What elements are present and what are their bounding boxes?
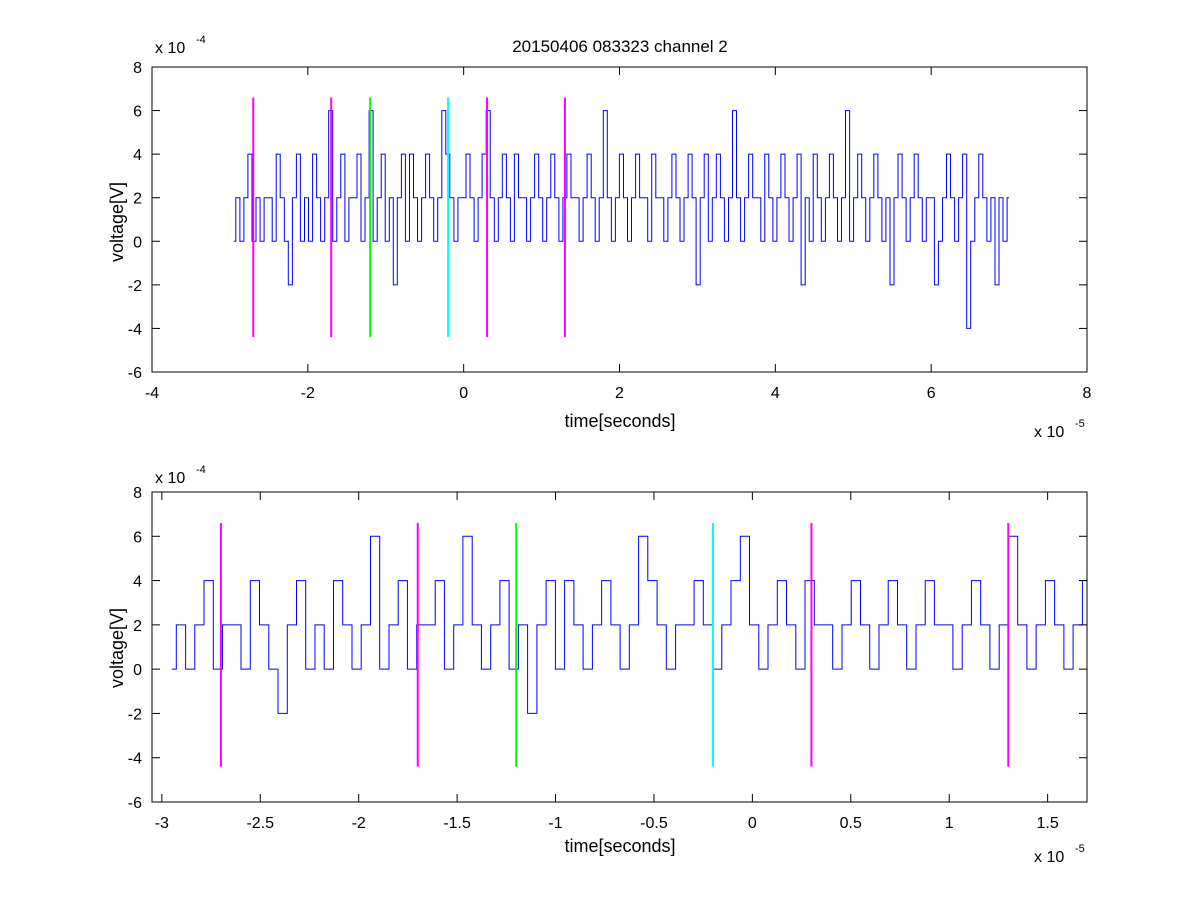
x-axis-label: time[seconds] [564, 836, 675, 856]
y-tick-label: 2 [133, 191, 142, 208]
y-axis-label: voltage[V] [107, 182, 127, 262]
x-tick-label: 1.5 [1037, 815, 1059, 832]
y-tick-label: 8 [133, 485, 142, 502]
x-exponent: x 10 -5 [1034, 418, 1085, 441]
y-tick-label: 2 [133, 618, 142, 635]
y-exponent: x 10 -4 [155, 464, 206, 487]
y-tick-label: -2 [128, 278, 142, 295]
bottom-axes: time[seconds] voltage[V] x 10 -4 x 10 -5… [107, 464, 1088, 866]
y-tick-label: 4 [133, 147, 142, 164]
y-axis-label: voltage[V] [107, 608, 127, 688]
x-exponent-base: x 10 [1034, 424, 1064, 441]
x-tick-label: 8 [1083, 385, 1092, 402]
y-tick-label: 0 [133, 234, 142, 251]
x-exponent: x 10 -5 [1034, 843, 1085, 866]
y-tick-label: 8 [133, 60, 142, 77]
x-tick-label: 1 [945, 815, 954, 832]
x-exponent-power: -5 [1075, 843, 1085, 855]
y-exponent-power: -4 [196, 34, 206, 46]
y-tick-label: -4 [128, 321, 142, 338]
x-tick-label: -2 [301, 385, 315, 402]
y-tick-label: 0 [133, 662, 142, 679]
x-tick-label: -1.5 [443, 815, 471, 832]
top-axes: 20150406 083323 channel 2 time[seconds] … [107, 34, 1092, 441]
y-exponent-power: -4 [196, 464, 206, 476]
y-exponent: x 10 -4 [155, 34, 206, 57]
x-axis-label: time[seconds] [564, 411, 675, 431]
signal-series-line [233, 110, 1010, 329]
x-tick-label: 2 [615, 385, 624, 402]
plot-frame [151, 491, 1088, 803]
x-tick-label: -2 [352, 815, 366, 832]
y-tick-label: -6 [128, 795, 142, 812]
x-exponent-base: x 10 [1034, 849, 1064, 866]
x-tick-label: -2.5 [246, 815, 274, 832]
y-tick-label: 4 [133, 574, 142, 591]
x-tick-label: 0 [748, 815, 757, 832]
y-tick-label: -4 [128, 751, 142, 768]
x-tick-label: -1 [548, 815, 562, 832]
chart-title: 20150406 083323 channel 2 [512, 37, 728, 56]
x-tick-label: 6 [927, 385, 936, 402]
x-tick-label: -3 [155, 815, 169, 832]
y-tick-label: -6 [128, 365, 142, 382]
signal-series-line [171, 535, 1087, 714]
x-tick-label: -4 [145, 385, 159, 402]
x-tick-label: -0.5 [640, 815, 668, 832]
x-exponent-power: -5 [1075, 418, 1085, 430]
y-tick-label: 6 [133, 529, 142, 546]
y-exponent-base: x 10 [155, 40, 185, 57]
y-tick-label: 6 [133, 104, 142, 121]
x-tick-label: 0.5 [840, 815, 862, 832]
x-tick-label: 0 [459, 385, 468, 402]
x-tick-label: 4 [771, 385, 780, 402]
y-tick-label: -2 [128, 706, 142, 723]
y-exponent-base: x 10 [155, 470, 185, 487]
